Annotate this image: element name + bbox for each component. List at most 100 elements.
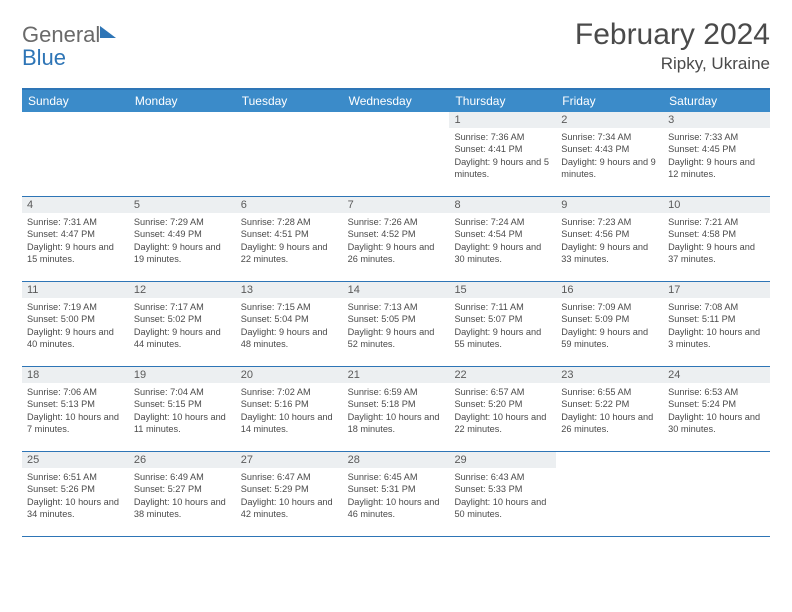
- day-header: Wednesday: [343, 90, 450, 112]
- day-number: 20: [236, 367, 343, 383]
- week-row: 25Sunrise: 6:51 AMSunset: 5:26 PMDayligh…: [22, 452, 770, 537]
- day-cell: [22, 112, 129, 196]
- day-cell: 21Sunrise: 6:59 AMSunset: 5:18 PMDayligh…: [343, 367, 450, 451]
- day-details: Sunrise: 7:08 AMSunset: 5:11 PMDaylight:…: [663, 298, 770, 355]
- day-number: [236, 112, 343, 128]
- day-number: 13: [236, 282, 343, 298]
- day-header: Saturday: [663, 90, 770, 112]
- day-details: Sunrise: 6:45 AMSunset: 5:31 PMDaylight:…: [343, 468, 450, 525]
- day-header: Thursday: [449, 90, 556, 112]
- day-details: Sunrise: 6:47 AMSunset: 5:29 PMDaylight:…: [236, 468, 343, 525]
- day-details: Sunrise: 7:13 AMSunset: 5:05 PMDaylight:…: [343, 298, 450, 355]
- title-block: February 2024 Ripky, Ukraine: [575, 18, 770, 74]
- day-number: 8: [449, 197, 556, 213]
- day-cell: 14Sunrise: 7:13 AMSunset: 5:05 PMDayligh…: [343, 282, 450, 366]
- day-cell: 10Sunrise: 7:21 AMSunset: 4:58 PMDayligh…: [663, 197, 770, 281]
- day-number: 28: [343, 452, 450, 468]
- day-number: 2: [556, 112, 663, 128]
- header: General Blue February 2024 Ripky, Ukrain…: [22, 18, 770, 74]
- day-details: Sunrise: 7:23 AMSunset: 4:56 PMDaylight:…: [556, 213, 663, 270]
- day-cell: 17Sunrise: 7:08 AMSunset: 5:11 PMDayligh…: [663, 282, 770, 366]
- day-number: 12: [129, 282, 236, 298]
- location-label: Ripky, Ukraine: [575, 54, 770, 74]
- day-cell: [663, 452, 770, 536]
- day-details: Sunrise: 7:09 AMSunset: 5:09 PMDaylight:…: [556, 298, 663, 355]
- day-number: 25: [22, 452, 129, 468]
- day-details: Sunrise: 7:34 AMSunset: 4:43 PMDaylight:…: [556, 128, 663, 185]
- day-number: 16: [556, 282, 663, 298]
- day-details: Sunrise: 7:21 AMSunset: 4:58 PMDaylight:…: [663, 213, 770, 270]
- day-cell: 19Sunrise: 7:04 AMSunset: 5:15 PMDayligh…: [129, 367, 236, 451]
- day-number: [22, 112, 129, 128]
- logo-word2: Blue: [22, 45, 66, 70]
- day-number: 11: [22, 282, 129, 298]
- day-header: Sunday: [22, 90, 129, 112]
- day-cell: 26Sunrise: 6:49 AMSunset: 5:27 PMDayligh…: [129, 452, 236, 536]
- day-cell: [556, 452, 663, 536]
- day-cell: 8Sunrise: 7:24 AMSunset: 4:54 PMDaylight…: [449, 197, 556, 281]
- week-row: 11Sunrise: 7:19 AMSunset: 5:00 PMDayligh…: [22, 282, 770, 367]
- day-number: 26: [129, 452, 236, 468]
- logo-text: General Blue: [22, 24, 100, 70]
- day-details: Sunrise: 6:55 AMSunset: 5:22 PMDaylight:…: [556, 383, 663, 440]
- day-details: Sunrise: 6:51 AMSunset: 5:26 PMDaylight:…: [22, 468, 129, 525]
- day-number: 18: [22, 367, 129, 383]
- day-details: Sunrise: 7:29 AMSunset: 4:49 PMDaylight:…: [129, 213, 236, 270]
- day-cell: 5Sunrise: 7:29 AMSunset: 4:49 PMDaylight…: [129, 197, 236, 281]
- day-details: Sunrise: 7:19 AMSunset: 5:00 PMDaylight:…: [22, 298, 129, 355]
- day-cell: 1Sunrise: 7:36 AMSunset: 4:41 PMDaylight…: [449, 112, 556, 196]
- day-cell: 18Sunrise: 7:06 AMSunset: 5:13 PMDayligh…: [22, 367, 129, 451]
- day-details: Sunrise: 7:24 AMSunset: 4:54 PMDaylight:…: [449, 213, 556, 270]
- day-details: Sunrise: 7:11 AMSunset: 5:07 PMDaylight:…: [449, 298, 556, 355]
- day-cell: 6Sunrise: 7:28 AMSunset: 4:51 PMDaylight…: [236, 197, 343, 281]
- day-cell: 15Sunrise: 7:11 AMSunset: 5:07 PMDayligh…: [449, 282, 556, 366]
- week-row: 18Sunrise: 7:06 AMSunset: 5:13 PMDayligh…: [22, 367, 770, 452]
- day-details: Sunrise: 7:28 AMSunset: 4:51 PMDaylight:…: [236, 213, 343, 270]
- day-cell: 12Sunrise: 7:17 AMSunset: 5:02 PMDayligh…: [129, 282, 236, 366]
- day-number: 23: [556, 367, 663, 383]
- day-details: Sunrise: 6:53 AMSunset: 5:24 PMDaylight:…: [663, 383, 770, 440]
- day-cell: 23Sunrise: 6:55 AMSunset: 5:22 PMDayligh…: [556, 367, 663, 451]
- day-number: [129, 112, 236, 128]
- day-cell: [343, 112, 450, 196]
- month-title: February 2024: [575, 18, 770, 52]
- day-details: Sunrise: 7:02 AMSunset: 5:16 PMDaylight:…: [236, 383, 343, 440]
- day-number: 7: [343, 197, 450, 213]
- day-details: Sunrise: 7:17 AMSunset: 5:02 PMDaylight:…: [129, 298, 236, 355]
- day-details: Sunrise: 7:26 AMSunset: 4:52 PMDaylight:…: [343, 213, 450, 270]
- day-number: 1: [449, 112, 556, 128]
- week-row: 4Sunrise: 7:31 AMSunset: 4:47 PMDaylight…: [22, 197, 770, 282]
- day-header: Tuesday: [236, 90, 343, 112]
- day-number: [556, 452, 663, 468]
- day-number: 21: [343, 367, 450, 383]
- day-header: Friday: [556, 90, 663, 112]
- logo-triangle-icon: [100, 26, 116, 38]
- day-cell: 2Sunrise: 7:34 AMSunset: 4:43 PMDaylight…: [556, 112, 663, 196]
- day-details: Sunrise: 6:57 AMSunset: 5:20 PMDaylight:…: [449, 383, 556, 440]
- day-cell: [236, 112, 343, 196]
- day-details: Sunrise: 6:49 AMSunset: 5:27 PMDaylight:…: [129, 468, 236, 525]
- day-cell: 28Sunrise: 6:45 AMSunset: 5:31 PMDayligh…: [343, 452, 450, 536]
- day-number: 9: [556, 197, 663, 213]
- week-row: 1Sunrise: 7:36 AMSunset: 4:41 PMDaylight…: [22, 112, 770, 197]
- day-cell: 29Sunrise: 6:43 AMSunset: 5:33 PMDayligh…: [449, 452, 556, 536]
- day-number: 15: [449, 282, 556, 298]
- day-cell: 11Sunrise: 7:19 AMSunset: 5:00 PMDayligh…: [22, 282, 129, 366]
- day-number: [663, 452, 770, 468]
- day-number: 22: [449, 367, 556, 383]
- day-number: 3: [663, 112, 770, 128]
- day-cell: 13Sunrise: 7:15 AMSunset: 5:04 PMDayligh…: [236, 282, 343, 366]
- day-number: 5: [129, 197, 236, 213]
- day-cell: 7Sunrise: 7:26 AMSunset: 4:52 PMDaylight…: [343, 197, 450, 281]
- day-number: 14: [343, 282, 450, 298]
- day-cell: 9Sunrise: 7:23 AMSunset: 4:56 PMDaylight…: [556, 197, 663, 281]
- day-number: 19: [129, 367, 236, 383]
- day-details: Sunrise: 6:43 AMSunset: 5:33 PMDaylight:…: [449, 468, 556, 525]
- day-number: 17: [663, 282, 770, 298]
- day-cell: [129, 112, 236, 196]
- day-details: Sunrise: 7:15 AMSunset: 5:04 PMDaylight:…: [236, 298, 343, 355]
- day-number: [343, 112, 450, 128]
- day-cell: 27Sunrise: 6:47 AMSunset: 5:29 PMDayligh…: [236, 452, 343, 536]
- day-number: 4: [22, 197, 129, 213]
- day-cell: 22Sunrise: 6:57 AMSunset: 5:20 PMDayligh…: [449, 367, 556, 451]
